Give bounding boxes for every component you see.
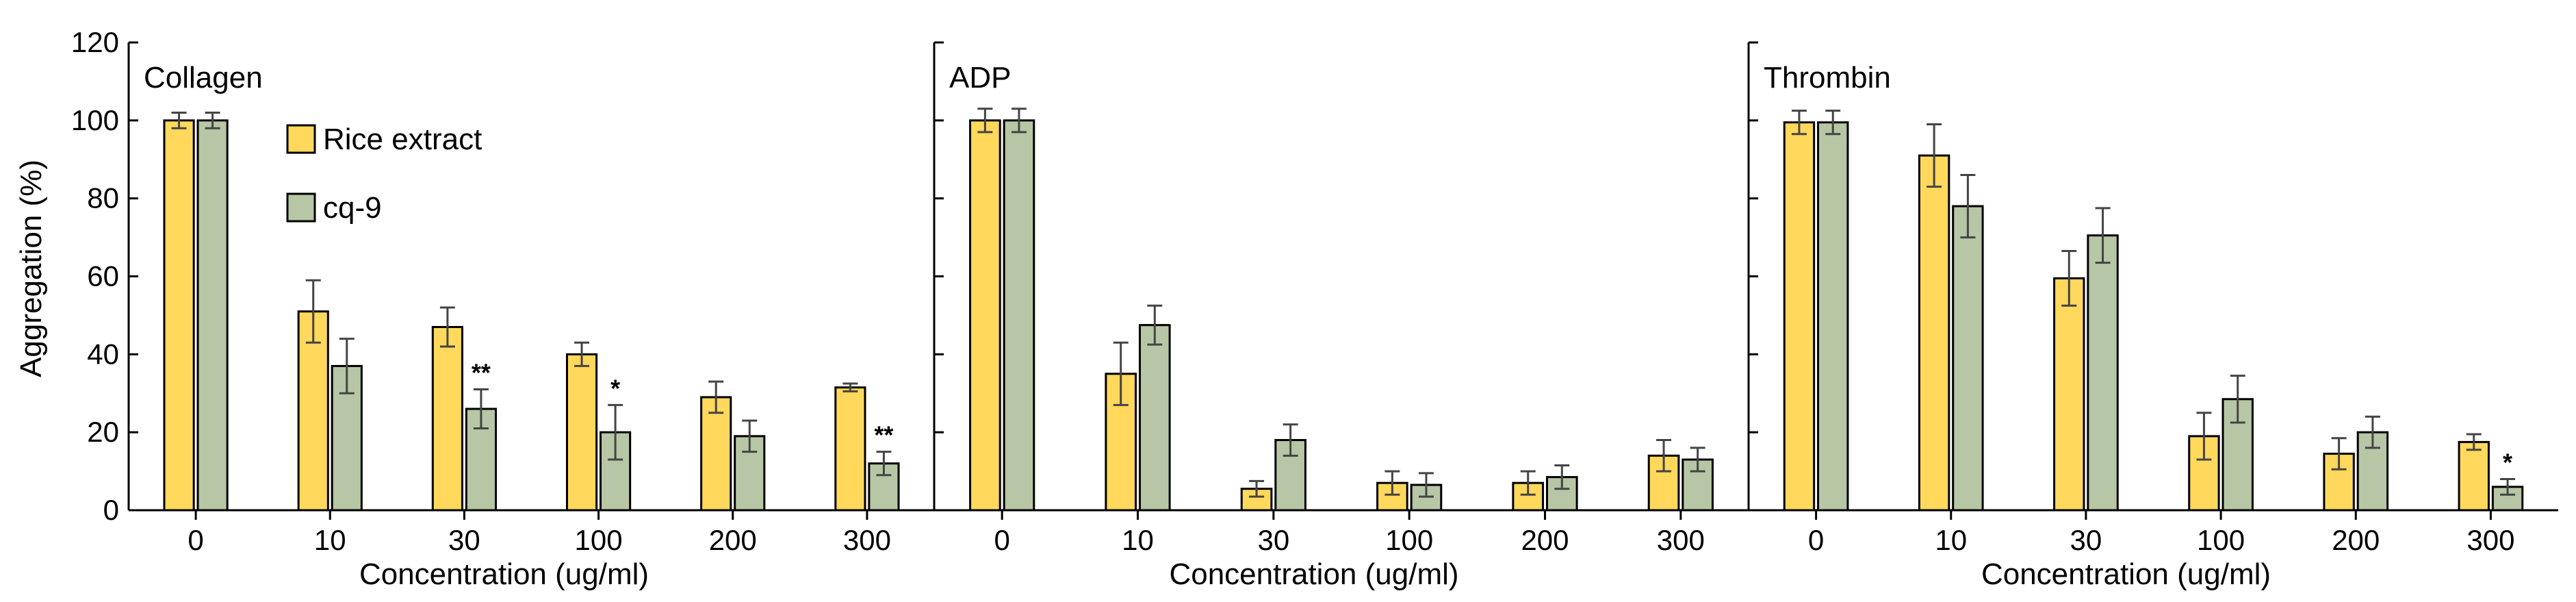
bar-rice-extract-100 <box>565 353 598 512</box>
bar-cq-9-10 <box>1952 205 1984 512</box>
significance-marker: * <box>610 374 620 402</box>
significance-marker: ** <box>472 359 491 387</box>
x-tick-label: 100 <box>1385 524 1433 556</box>
bar-rice-extract-30 <box>2053 277 2085 512</box>
x-axis-label: Concentration (ug/ml) <box>1169 557 1458 591</box>
y-tick-label: 0 <box>103 494 119 526</box>
x-tick-label: 10 <box>314 524 346 556</box>
x-axis-label: Concentration (ug/ml) <box>359 557 649 591</box>
panel-title: Collagen <box>144 61 263 95</box>
x-tick-label: 0 <box>188 524 203 556</box>
bar-cq-9-10 <box>1138 324 1171 512</box>
significance-marker: * <box>2503 448 2512 476</box>
bar-rice-extract-10 <box>297 310 329 512</box>
x-tick-label: 100 <box>575 524 623 556</box>
x-tick-label: 30 <box>448 524 480 556</box>
panel-collagen: 0 20 40 60 80 100 120 Collagen 0 10 30 ** 100 * 200 300… <box>71 26 934 591</box>
x-tick-label: 300 <box>843 524 891 556</box>
x-tick-label: 200 <box>709 524 757 556</box>
legend-swatch-cq-9 <box>286 192 316 223</box>
y-tick-label: 80 <box>87 182 119 214</box>
bar-rice-extract-0 <box>969 119 1001 512</box>
y-axis-label: Aggregation (%) <box>14 160 48 377</box>
x-tick-label: 30 <box>2070 524 2102 556</box>
x-tick-label: 100 <box>2197 524 2245 556</box>
panel-title: ADP <box>949 61 1011 95</box>
x-tick-label: 200 <box>2332 524 2380 556</box>
legend-label-cq-9: cq-9 <box>323 191 382 225</box>
x-tick-label: 10 <box>1935 524 1967 556</box>
x-tick-label: 0 <box>1808 524 1824 556</box>
panel-thrombin: Thrombin 0 10 30 100 200 300 * Concentration (ug… <box>1747 41 2558 591</box>
bar-rice-extract-10 <box>1918 154 1950 512</box>
legend-swatch-rice-extract <box>286 124 316 154</box>
x-tick-label: 300 <box>2466 524 2514 556</box>
bar-cq-9-0 <box>1003 119 1035 512</box>
x-tick-label: 200 <box>1521 524 1569 556</box>
x-tick-label: 0 <box>994 524 1009 556</box>
x-tick-label: 10 <box>1122 524 1154 556</box>
x-tick-label: 30 <box>1257 524 1289 556</box>
legend-label-rice-extract: Rice extract <box>323 123 482 156</box>
bar-rice-extract-0 <box>163 119 195 512</box>
panel-adp: ADP 0 10 30 100 200 300 Concentration (ug/ml) <box>933 41 1749 591</box>
x-tick-label: 300 <box>1657 524 1705 556</box>
bar-cq-9-0 <box>1817 121 1849 512</box>
bar-rice-extract-300 <box>834 386 866 512</box>
y-tick-label: 60 <box>87 260 119 292</box>
bar-rice-extract-30 <box>431 325 463 512</box>
y-tick-label: 20 <box>87 416 119 448</box>
y-tick-label: 100 <box>71 104 119 136</box>
y-tick-label: 40 <box>87 338 119 370</box>
bar-rice-extract-200 <box>700 396 732 512</box>
bar-rice-extract-0 <box>1783 121 1816 512</box>
legend: Rice extract cq-9 <box>286 123 482 225</box>
bar-rice-extract-300 <box>2458 440 2490 512</box>
bar-cq-9-0 <box>196 119 229 512</box>
x-axis-label: Concentration (ug/ml) <box>1981 557 2271 591</box>
panel-title: Thrombin <box>1764 61 1891 95</box>
bar-cq-9-30 <box>2087 234 2119 512</box>
significance-marker: ** <box>874 421 893 449</box>
y-tick-label: 120 <box>71 26 119 58</box>
